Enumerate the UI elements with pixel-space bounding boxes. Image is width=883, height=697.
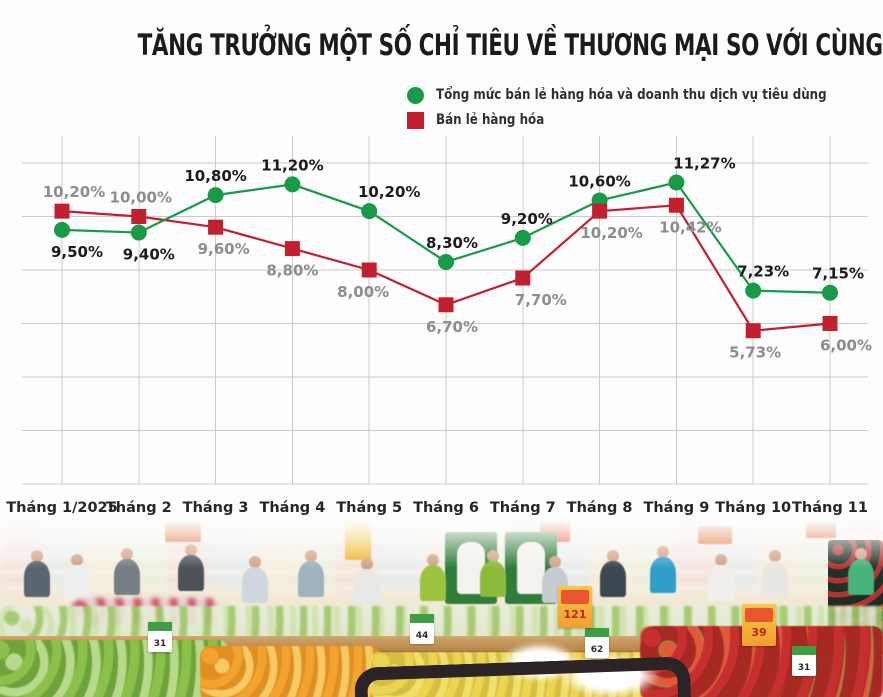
data-label: 11,27% bbox=[673, 155, 735, 173]
data-point-circle bbox=[668, 174, 685, 191]
data-point-square bbox=[208, 219, 224, 235]
data-label: 10,20% bbox=[358, 183, 420, 201]
data-point-square bbox=[54, 203, 70, 219]
photo-plastic-bag bbox=[560, 654, 660, 697]
data-point-square bbox=[515, 270, 531, 286]
data-label: 7,15% bbox=[812, 265, 864, 283]
data-point-square bbox=[284, 241, 300, 257]
data-label: 10,20% bbox=[580, 224, 642, 242]
legend-item-total-retail-services: Tổng mức bán lẻ hàng hóa và doanh thu dị… bbox=[407, 86, 883, 104]
x-axis-label: Tháng 5 bbox=[336, 500, 402, 516]
data-point-square bbox=[361, 262, 377, 278]
x-axis-label: Tháng 3 bbox=[183, 500, 249, 516]
data-label: 6,00% bbox=[820, 337, 872, 355]
data-label: 10,42% bbox=[659, 218, 721, 236]
data-point-square bbox=[668, 197, 684, 213]
x-axis-label: Tháng 10 bbox=[715, 500, 791, 516]
x-axis-label: Tháng 1/2025 bbox=[6, 500, 118, 516]
data-label: 6,70% bbox=[426, 318, 478, 336]
data-label: 8,80% bbox=[266, 262, 318, 280]
page-title: TĂNG TRƯỞNG MỘT SỐ CHỈ TIÊU VỀ THƯƠNG MẠ… bbox=[137, 28, 883, 62]
data-label: 10,80% bbox=[184, 167, 246, 185]
x-axis-label: Tháng 7 bbox=[490, 500, 556, 516]
data-label: 10,60% bbox=[568, 172, 630, 190]
price-tag: 31 bbox=[792, 646, 816, 676]
data-point-circle bbox=[54, 221, 70, 238]
data-point-square bbox=[592, 203, 608, 219]
photo-top-fade bbox=[0, 520, 883, 568]
data-label: 9,60% bbox=[198, 240, 250, 258]
x-axis-label: Tháng 11 bbox=[792, 500, 868, 516]
data-label: 9,20% bbox=[501, 210, 553, 228]
legend-label-total-retail-services: Tổng mức bán lẻ hàng hóa và doanh thu dị… bbox=[436, 87, 827, 103]
photo-green-produce bbox=[0, 640, 228, 697]
data-label: 7,23% bbox=[737, 263, 789, 281]
data-label: 10,20% bbox=[43, 183, 105, 201]
data-point-circle bbox=[745, 282, 762, 299]
data-point-circle bbox=[361, 203, 378, 220]
photo-orange-produce bbox=[200, 646, 380, 697]
data-point-square bbox=[822, 316, 838, 331]
data-label: 9,40% bbox=[123, 246, 175, 264]
data-label: 9,50% bbox=[51, 243, 103, 261]
price-tag: 31 bbox=[148, 622, 172, 652]
price-tag: 62 bbox=[585, 628, 609, 658]
data-point-circle bbox=[130, 224, 147, 241]
data-label: 7,70% bbox=[515, 291, 567, 309]
line-chart: 9,50% 9,40% 10,80% 11,20% 10,20% 8,30% 9,20% 10… bbox=[6, 136, 872, 516]
data-point-circle bbox=[207, 187, 224, 204]
data-label: 8,30% bbox=[426, 234, 478, 252]
data-label: 11,20% bbox=[261, 156, 323, 174]
data-point-circle bbox=[438, 253, 454, 270]
person-body bbox=[708, 565, 734, 601]
x-axis-label: Tháng 6 bbox=[413, 500, 479, 516]
data-label: 8,00% bbox=[337, 283, 389, 301]
price-tag: 44 bbox=[410, 614, 434, 644]
data-label: 10,00% bbox=[110, 189, 172, 207]
data-point-square bbox=[131, 209, 147, 224]
person-body bbox=[242, 567, 268, 603]
data-point-circle bbox=[514, 229, 531, 246]
person-body bbox=[64, 565, 90, 601]
page-title-wrap: TĂNG TRƯỞNG MỘT SỐ CHỈ TIÊU VỀ THƯƠNG MẠ… bbox=[0, 28, 883, 62]
x-axis-label: Tháng 2 bbox=[106, 500, 172, 516]
price-tag: 39 bbox=[742, 604, 776, 646]
person-body bbox=[420, 565, 446, 601]
legend-square-marker-icon bbox=[407, 111, 424, 129]
data-point-circle bbox=[822, 284, 838, 301]
chart-legend: Tổng mức bán lẻ hàng hóa và doanh thu dị… bbox=[407, 86, 883, 129]
legend-item-goods-retail: Bán lẻ hàng hóa bbox=[407, 111, 883, 129]
price-tag: 121 bbox=[558, 586, 592, 628]
legend-label-goods-retail: Bán lẻ hàng hóa bbox=[436, 112, 545, 128]
x-axis-label: Tháng 9 bbox=[643, 500, 709, 516]
data-point-square bbox=[745, 323, 761, 339]
legend-circle-marker-icon bbox=[407, 86, 424, 104]
person-body bbox=[354, 569, 380, 605]
data-point-square bbox=[438, 297, 454, 313]
data-label: 5,73% bbox=[729, 344, 781, 362]
data-point-circle bbox=[284, 176, 301, 193]
x-axis-label: Tháng 8 bbox=[567, 500, 633, 516]
x-axis-label: Tháng 4 bbox=[259, 500, 325, 516]
supermarket-photo: 31 44 62 31 121 39 bbox=[0, 520, 883, 697]
